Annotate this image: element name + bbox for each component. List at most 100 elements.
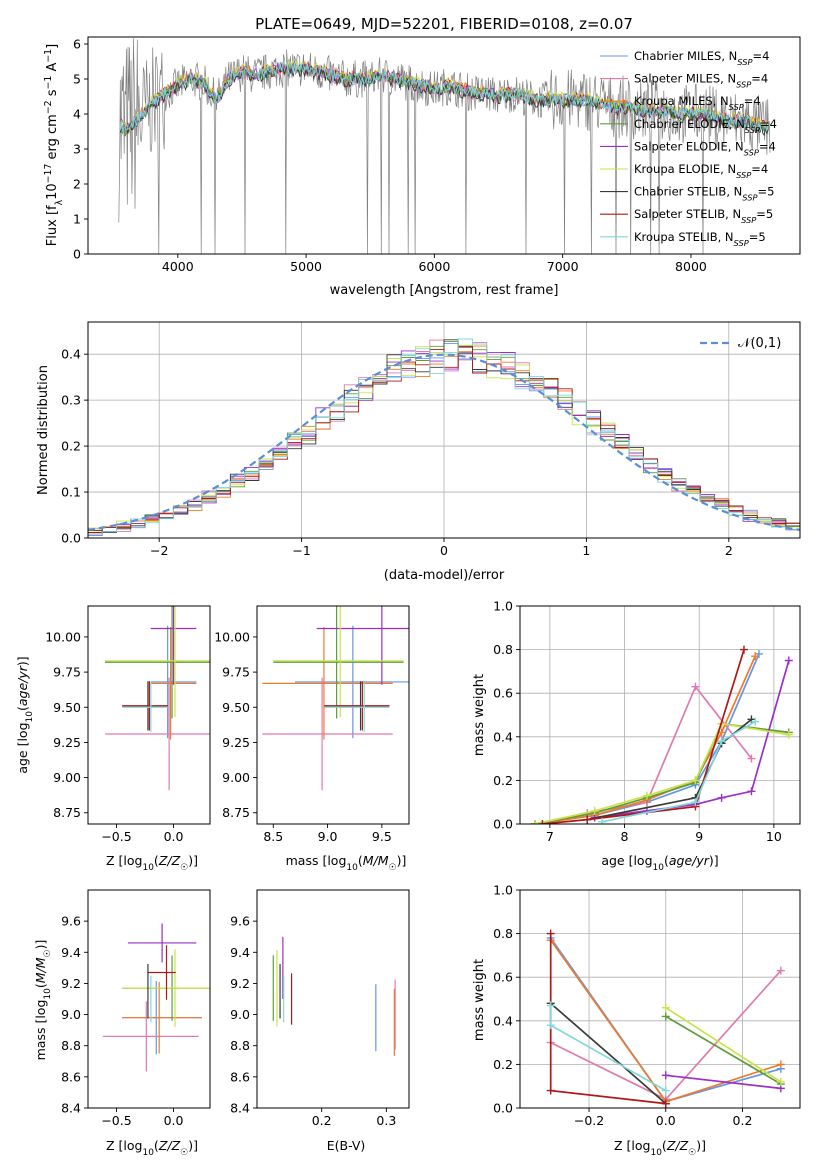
mass-weight-marker	[546, 1001, 555, 1010]
label-part: SSP	[745, 125, 760, 135]
y-tick-label: 8.6	[230, 1069, 250, 1084]
y-tick-label: 5	[73, 72, 81, 87]
chart-age_vs_mass: 8.5 9.0 9.5 8.75 9.00 9.25 9.50 9.75 10.00 mass […	[214, 605, 410, 873]
y-axis-label: Flux [fλ10−17 erg cm−2 s−1 A−1]	[43, 44, 65, 246]
x-tick-label: 1	[582, 543, 590, 558]
mass-weight-marker	[598, 817, 607, 824]
x-tick-label: 8.5	[263, 829, 283, 844]
plot-area	[262, 606, 409, 791]
label-part: =4	[751, 72, 768, 86]
observed-spectrum-line	[118, 38, 771, 254]
label-part: ]	[45, 44, 60, 49]
axes-frame	[256, 889, 410, 1109]
label-part: 10	[346, 863, 358, 873]
label-part: 10	[653, 863, 665, 873]
x-tick-label: 0.0	[656, 1113, 676, 1128]
y-tick-label: 9.50	[53, 700, 81, 715]
y-tick-label: 9.25	[53, 735, 81, 750]
legend-label: Salpeter STELIB, NSSP=5	[634, 207, 773, 225]
mass-weight-marker	[691, 682, 700, 691]
axes-frame	[87, 889, 211, 1109]
mass-weight-marker	[530, 820, 539, 824]
label-part: mass [log	[33, 1000, 48, 1061]
label-part: Kroupa ELODIE, N	[634, 162, 736, 176]
y-tick-label: 8.8	[230, 1038, 250, 1053]
label-part: )]	[188, 1138, 198, 1153]
label-part: Z/Z	[158, 1138, 181, 1153]
mass-weight-marker	[776, 966, 785, 975]
label-part: 10	[142, 1148, 154, 1158]
mass-weight-marker	[751, 717, 760, 726]
x-tick-label: 0.2	[733, 1113, 753, 1128]
label-part: )]	[696, 1138, 706, 1153]
x-tick-label: 9	[695, 829, 703, 844]
y-tick-label: 1.0	[493, 599, 513, 614]
y-axis-label: age [log10(age/yr)]	[15, 656, 35, 773]
x-tick-label: −0.5	[101, 1113, 131, 1128]
mass-weight-marker	[661, 1071, 670, 1080]
label-part: SSP	[744, 147, 759, 157]
label-part: λ	[54, 199, 65, 205]
plot-area	[272, 936, 396, 1056]
label-part: =4	[751, 162, 768, 176]
mass-weight-line	[665, 1074, 781, 1090]
plot-area	[88, 338, 800, 538]
label-part: Salpeter STELIB, N	[634, 207, 741, 221]
y-axis-label: mass weight	[472, 674, 487, 756]
y-tick-label: 3	[73, 142, 81, 157]
mass-weight-marker	[590, 806, 599, 815]
label-part: mass [log	[286, 853, 347, 868]
label-part: ☉	[180, 1148, 188, 1158]
x-axis-label: Z [log10(Z/Z☉)]	[106, 1138, 198, 1158]
label-part: s	[45, 89, 60, 100]
mass-weight-marker	[691, 798, 700, 807]
label-part: M/M	[33, 957, 48, 983]
y-tick-label: 9.00	[53, 770, 81, 785]
y-tick-label: 0.6	[493, 686, 513, 701]
label-part: Kroupa STELIB, N	[634, 230, 734, 244]
label-part: =4	[744, 94, 761, 108]
x-tick-label: 0.0	[164, 1113, 184, 1128]
mass-weight-marker	[784, 730, 793, 739]
mass-weight-marker	[747, 787, 756, 796]
label-part: Z/Z	[666, 1138, 689, 1153]
mass-weight-marker	[546, 929, 555, 938]
y-tick-label: 9.6	[230, 914, 250, 929]
label-part: =5	[756, 207, 773, 221]
label-part: =4	[759, 139, 776, 153]
label-part: SSP	[736, 170, 751, 180]
plot-area	[530, 645, 793, 824]
label-part: (	[662, 1138, 667, 1153]
x-tick-label: 0.0	[164, 829, 184, 844]
y-tick-label: 9.25	[222, 735, 250, 750]
chart-mass_vs_Z: −0.5 0.08.48.68.89.09.29.49.6Z [log10(Z/Z…	[33, 889, 211, 1158]
mass-weight-marker	[691, 776, 700, 785]
label-part: =4	[760, 117, 777, 131]
x-axis-label: Z [log10(Z/Z☉)]	[106, 853, 198, 873]
label-part: −17	[43, 164, 54, 184]
label-part: Z/Z	[158, 853, 181, 868]
legend-label: Chabrier ELODIE, NSSP=4	[634, 117, 777, 135]
label-part: Salpeter ELODIE, N	[634, 139, 744, 153]
x-tick-label: −1	[292, 543, 310, 558]
y-tick-label: 0.4	[61, 347, 81, 362]
y-tick-label: 8.4	[61, 1101, 81, 1116]
label-part: Chabrier MILES, N	[634, 49, 737, 63]
y-tick-label: 9.2	[230, 976, 250, 991]
label-part: Z [log	[614, 1138, 650, 1153]
axes-frame	[519, 889, 801, 1109]
legend-label: Salpeter ELODIE, NSSP=4	[634, 139, 776, 157]
label-part: (	[154, 853, 159, 868]
y-tick-label: 9.2	[61, 976, 81, 991]
x-tick-label: 7	[546, 829, 554, 844]
y-tick-label: 8.75	[222, 805, 250, 820]
y-tick-label: 8.6	[61, 1069, 81, 1084]
mass-weight-marker	[642, 791, 651, 800]
x-tick-label: 0.3	[376, 1113, 396, 1128]
x-tick-label: 2	[725, 543, 733, 558]
mass-weight-marker	[538, 820, 547, 824]
chart-spectrum: 4000 5000 6000 7000 8000 0 1 2 3 4 5 6 Chabrier MILE…	[43, 36, 801, 298]
label-part: −2	[43, 100, 54, 114]
model-spectrum-line	[119, 62, 769, 137]
